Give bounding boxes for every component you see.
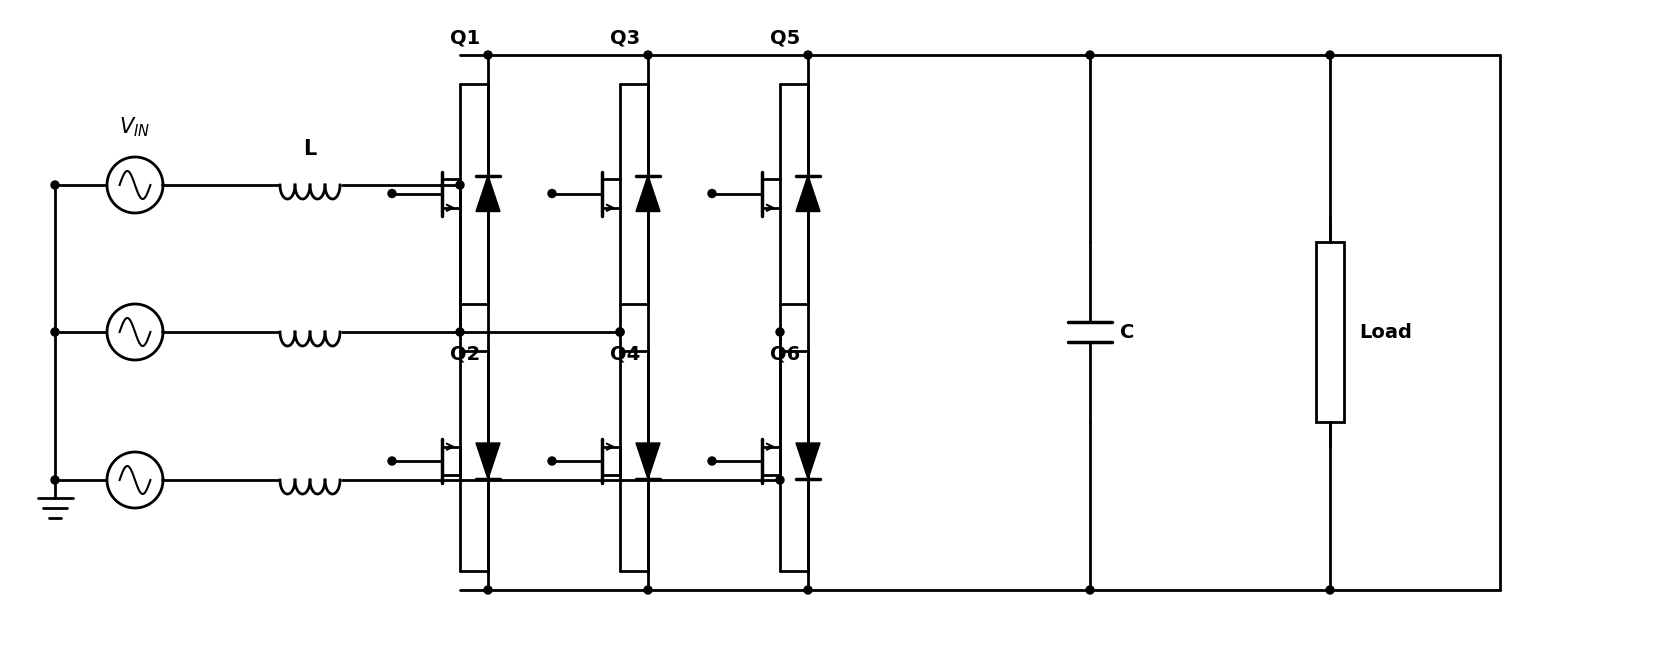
Text: Q4: Q4 [610,344,640,363]
Text: Q1: Q1 [449,28,481,47]
Text: Load: Load [1359,323,1411,341]
Circle shape [1326,51,1334,59]
Circle shape [1086,586,1094,594]
Polygon shape [636,443,660,479]
Circle shape [548,189,556,197]
Polygon shape [797,443,820,479]
Text: $V_{IN}$: $V_{IN}$ [120,116,150,139]
Circle shape [803,51,812,59]
Circle shape [52,476,58,484]
Circle shape [484,51,493,59]
Circle shape [803,586,812,594]
Text: L: L [304,139,317,159]
Text: Q6: Q6 [770,344,800,363]
Circle shape [777,328,783,336]
Circle shape [708,189,716,197]
Circle shape [456,328,464,336]
Text: Q2: Q2 [449,344,481,363]
Circle shape [645,586,651,594]
Circle shape [387,189,396,197]
Text: Q5: Q5 [770,28,800,47]
Circle shape [777,476,783,484]
Circle shape [645,51,651,59]
Circle shape [52,328,58,336]
Polygon shape [797,175,820,212]
Circle shape [708,457,716,465]
Circle shape [52,181,58,189]
Circle shape [616,328,625,336]
Circle shape [548,457,556,465]
Bar [1316,242,1344,422]
Circle shape [484,586,493,594]
Text: C: C [1121,323,1134,341]
Circle shape [1326,586,1334,594]
Polygon shape [476,443,499,479]
Circle shape [1086,51,1094,59]
Polygon shape [476,175,499,212]
Circle shape [616,328,625,336]
Polygon shape [636,175,660,212]
Text: Q3: Q3 [610,28,640,47]
Circle shape [387,457,396,465]
Circle shape [456,181,464,189]
